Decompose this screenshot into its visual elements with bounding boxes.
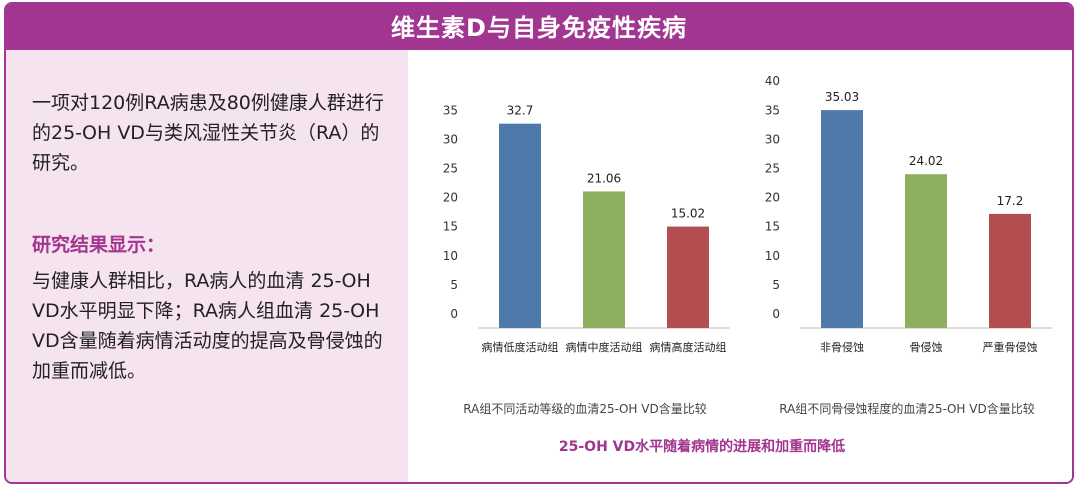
y-tick-label: 5 bbox=[450, 278, 458, 292]
data-label: 17.2 bbox=[997, 194, 1024, 208]
bar bbox=[905, 174, 947, 328]
results-heading: 研究结果显示： bbox=[32, 234, 166, 256]
data-label: 24.02 bbox=[909, 154, 943, 168]
y-tick-label: 10 bbox=[443, 249, 458, 263]
y-tick-label: 0 bbox=[772, 307, 780, 321]
y-tick-label: 35 bbox=[765, 103, 780, 117]
y-tick-label: 40 bbox=[765, 74, 780, 88]
y-tick-label: 20 bbox=[765, 191, 780, 205]
y-tick-label: 10 bbox=[765, 249, 780, 263]
intro-text: 一项对120例RA病患及80例健康人群进行的25-OH VD与类风湿性关节炎（R… bbox=[32, 92, 384, 174]
data-label: 35.03 bbox=[825, 90, 859, 104]
chart-activity-level: 0 5 10 15 20 25 30 35 32.7 病情低度活动组 21.06 病情中度活动组 15.… bbox=[443, 103, 730, 354]
text-panel bbox=[6, 50, 408, 482]
x-tick-label: 病情中度活动组 bbox=[566, 340, 643, 354]
x-tick-label: 病情低度活动组 bbox=[482, 340, 559, 354]
summary-caption: 25-OH VD水平随着病情的进展和加重而降低 bbox=[558, 439, 846, 455]
bar bbox=[667, 226, 709, 328]
y-tick-label: 25 bbox=[443, 162, 458, 176]
x-tick-label: 骨侵蚀 bbox=[910, 340, 943, 354]
data-label: 15.02 bbox=[671, 207, 705, 221]
data-label: 32.7 bbox=[507, 104, 534, 118]
bar bbox=[821, 110, 863, 328]
chart-erosion-caption: RA组不同骨侵蚀程度的血清25-OH VD含量比较 bbox=[779, 402, 1035, 416]
bar bbox=[499, 123, 541, 328]
chart-bone-erosion: 0 5 10 15 20 25 30 35 40 35.03 非骨侵蚀 24.02 骨侵蚀 17.2 严重骨… bbox=[765, 74, 1052, 354]
y-tick-label: 15 bbox=[443, 220, 458, 234]
y-tick-label: 20 bbox=[443, 191, 458, 205]
bar bbox=[989, 213, 1031, 328]
bar bbox=[583, 191, 625, 328]
x-tick-label: 非骨侵蚀 bbox=[820, 340, 864, 354]
chart-activity-caption: RA组不同活动等级的血清25-OH VD含量比较 bbox=[463, 402, 707, 416]
y-tick-label: 25 bbox=[765, 162, 780, 176]
y-tick-label: 0 bbox=[450, 307, 458, 321]
page-title: 维生素D与自身免疫性疾病 bbox=[6, 4, 1072, 50]
y-tick-label: 30 bbox=[765, 132, 780, 146]
x-tick-label: 严重骨侵蚀 bbox=[983, 340, 1038, 354]
y-tick-label: 15 bbox=[765, 220, 780, 234]
y-tick-label: 5 bbox=[772, 278, 780, 292]
y-tick-label: 35 bbox=[443, 103, 458, 117]
y-tick-label: 30 bbox=[443, 132, 458, 146]
data-label: 21.06 bbox=[587, 171, 621, 185]
x-tick-label: 病情高度活动组 bbox=[650, 340, 727, 354]
results-text: 与健康人群相比，RA病人的血清 25-OH VD水平明显下降；RA病人组血清 2… bbox=[32, 270, 383, 382]
